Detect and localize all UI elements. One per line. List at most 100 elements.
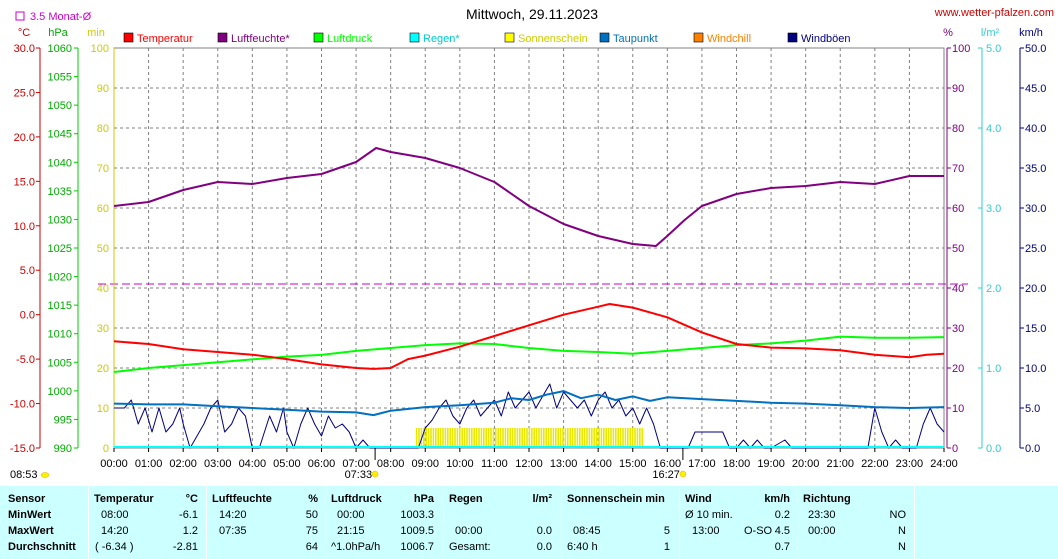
percent-tick-label: 10	[952, 403, 964, 415]
temp-tick-label: 25.0	[14, 87, 35, 99]
percent-tick-label: 30	[952, 323, 964, 335]
stats-divider	[443, 486, 444, 559]
stats-wind-value: 0.7	[774, 541, 790, 553]
series-layer	[113, 147, 945, 449]
percent-tick-label: 0	[952, 443, 958, 455]
percent-tick-label: 90	[952, 83, 964, 95]
stats-temp-time: 14:20	[101, 525, 129, 537]
legend-swatch	[693, 32, 704, 43]
time-axis: 00:00 01:00 02:00 03:00 04:00 05:00 06:00 07:00…	[10, 448, 958, 481]
stats-pressure-value: 1003.3	[400, 509, 434, 521]
stats-header-wind-unit: km/h	[764, 493, 790, 505]
minutes-tick-label: 100	[91, 43, 109, 55]
rain-tick-label: 0.0	[986, 443, 1001, 455]
stats-rain-value: 0.0	[536, 541, 552, 553]
legend-label: Temperatur	[137, 33, 193, 45]
pressure-tick-label: 1005	[48, 357, 72, 369]
stats-wind-value: 4.5	[774, 525, 790, 537]
stats-divider	[679, 486, 680, 559]
legend-label: Regen*	[423, 33, 460, 45]
stats-wind-extra: O-SO	[744, 525, 773, 537]
dewpoint-line	[113, 390, 945, 417]
stats-temp-time: 08:00	[101, 509, 129, 521]
minutes-tick-label: 90	[97, 83, 109, 95]
temp-tick-label: 5.0	[20, 265, 35, 277]
pressure-tick-label: 1015	[48, 300, 72, 312]
time-tick-label: 17:00	[688, 458, 716, 470]
rain-tick-label: 1.0	[986, 363, 1001, 375]
time-tick-label: 13:00	[550, 458, 578, 470]
stats-divider	[561, 486, 562, 559]
stats-row-label: Durchschnitt	[8, 541, 76, 553]
time-tick-label: 00:00	[100, 458, 128, 470]
time-tick-label: 01:00	[135, 458, 163, 470]
stats-divider	[914, 486, 915, 559]
stats-divider	[88, 486, 89, 559]
percent-tick-label: 70	[952, 163, 964, 175]
percent-tick-label: 20	[952, 363, 964, 375]
sun-icon	[371, 470, 379, 478]
stats-header-pressure-unit: hPa	[413, 493, 434, 505]
percent-tick-label: 80	[952, 123, 964, 135]
time-tick-label: 03:00	[204, 458, 232, 470]
rain-tick-label: 5.0	[986, 43, 1001, 55]
source-link[interactable]: www.wetter-pfalzen.com	[934, 7, 1054, 19]
temp-tick-label: -5.0	[16, 354, 35, 366]
stats-header-temp-unit: °C	[185, 493, 198, 505]
legend-swatch	[123, 32, 134, 43]
wind-tick-label: 10.0	[1025, 363, 1046, 375]
time-tick-label: 18:00	[723, 458, 751, 470]
stats-divider	[325, 486, 326, 559]
pressure-tick-label: 1055	[48, 72, 72, 84]
legend-swatch	[787, 32, 798, 43]
temp-tick-label: 20.0	[14, 132, 35, 144]
stats-humidity-time: 14:20	[219, 509, 247, 521]
rain-tick-label: 2.0	[986, 283, 1001, 295]
time-tick-label: 10:00	[446, 458, 474, 470]
percent-tick-label: 50	[952, 243, 964, 255]
wind-tick-label: 25.0	[1025, 243, 1046, 255]
temp-unit-label: °C	[18, 27, 30, 39]
legend-label: Luftdruck	[327, 33, 373, 45]
stats-direction-value: N	[898, 541, 906, 553]
time-tick-label: 20:00	[792, 458, 820, 470]
wind-tick-label: 20.0	[1025, 283, 1046, 295]
legend-label: Taupunkt	[613, 33, 658, 45]
time-tick-label: 06:00	[308, 458, 336, 470]
stats-header-sensor: Sensor	[8, 493, 46, 505]
pressure-tick-label: 1010	[48, 329, 72, 341]
minutes-tick-label: 10	[97, 403, 109, 415]
stats-header-humidity: Luftfeuchte	[212, 493, 272, 505]
legend-swatch	[217, 32, 228, 43]
minutes-tick-label: 60	[97, 203, 109, 215]
legend-label: Windchill	[707, 33, 751, 45]
minutes-tick-label: 70	[97, 163, 109, 175]
temp-tick-label: -15.0	[10, 443, 35, 455]
rain-unit-label: l/m²	[981, 27, 1000, 39]
percent-unit-label: %	[943, 27, 953, 39]
pressure-unit-label: hPa	[48, 27, 68, 39]
humidity-line	[113, 147, 944, 247]
time-tick-label: 19:00	[757, 458, 785, 470]
stats-row-label: MaxWert	[8, 525, 54, 537]
time-tick-label: 08:00	[377, 458, 405, 470]
stats-header-rain: Regen	[449, 493, 483, 505]
time-tick-label: 23:00	[896, 458, 924, 470]
stats-rain-time: Gesamt:	[449, 541, 491, 553]
stats-divider	[797, 486, 798, 559]
time-tick-label: 11:00	[481, 458, 508, 470]
rain-tick-label: 3.0	[986, 203, 1001, 215]
pressure-tick-label: 1060	[48, 43, 72, 55]
percent-tick-label: 40	[952, 283, 964, 295]
percent-tick-label: 60	[952, 203, 964, 215]
pressure-tick-label: 1050	[48, 100, 72, 112]
minutes-tick-label: 0	[103, 443, 109, 455]
pressure-tick-label: 990	[54, 443, 72, 455]
stats-wind-time: 13:00	[692, 525, 720, 537]
minutes-tick-label: 50	[97, 243, 109, 255]
temp-tick-label: -10.0	[10, 399, 35, 411]
statistics-table: Sensor Temperatur °C Luftfeuchte % Luftd…	[0, 486, 1058, 559]
sun-icon	[679, 470, 687, 478]
stats-direction-value: NO	[889, 509, 907, 521]
temp-tick-label: 0.0	[20, 310, 35, 322]
